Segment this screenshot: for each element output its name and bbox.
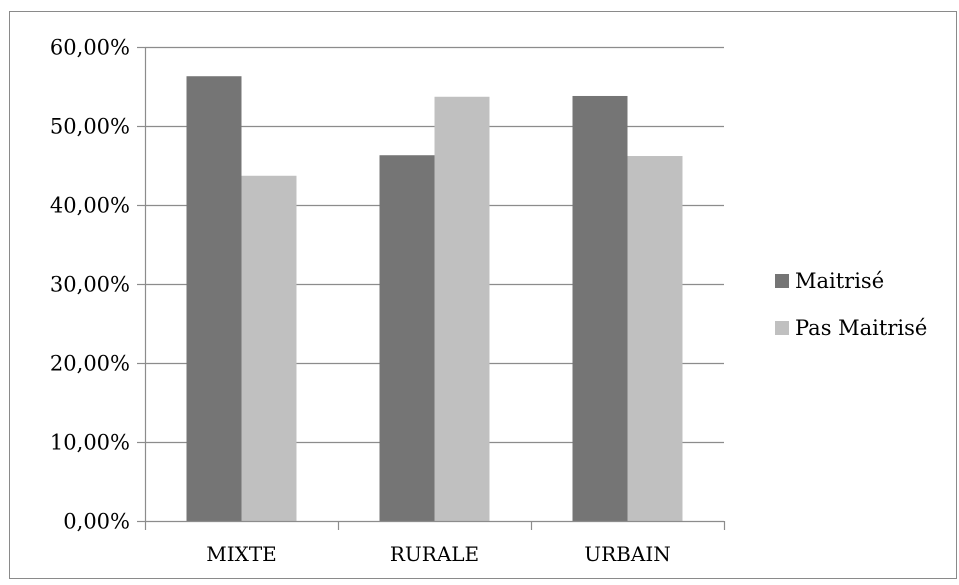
chart-border [9, 11, 957, 579]
legend-swatch [775, 274, 789, 288]
axes [137, 46, 726, 530]
bar-urbain-maitrise [572, 95, 628, 521]
y-tick-label: 20,00% [50, 352, 130, 376]
legend-label: Pas Maitrisé [795, 316, 927, 340]
legend: Maitrisé Pas Maitrisé [775, 269, 927, 340]
legend-label: Maitrisé [795, 269, 884, 293]
legend-swatch [775, 321, 789, 335]
y-tick-label: 60,00% [50, 36, 130, 60]
bar-urbain-pas-maitrise [627, 156, 683, 521]
x-category-label: MIXTE [206, 542, 277, 566]
y-tick-labels: 0,00% 10,00% 20,00% 30,00% 40,00% 50,00% 60,00… [50, 36, 130, 534]
bar-rurale-maitrise [379, 155, 435, 522]
y-tick-label: 0,00% [63, 510, 130, 534]
y-tick-label: 30,00% [50, 273, 130, 297]
bars [186, 76, 683, 522]
y-tick-label: 50,00% [50, 115, 130, 139]
bar-mixte-pas-maitrise [241, 175, 297, 521]
x-category-label: URBAIN [584, 542, 670, 566]
bar-rurale-pas-maitrise [434, 96, 490, 522]
y-tick-label: 40,00% [50, 194, 130, 218]
y-tick-label: 10,00% [50, 431, 130, 455]
bar-mixte-maitrise [186, 76, 242, 521]
x-category-labels: MIXTE RURALE URBAIN [206, 542, 671, 566]
x-category-label: RURALE [390, 542, 479, 566]
